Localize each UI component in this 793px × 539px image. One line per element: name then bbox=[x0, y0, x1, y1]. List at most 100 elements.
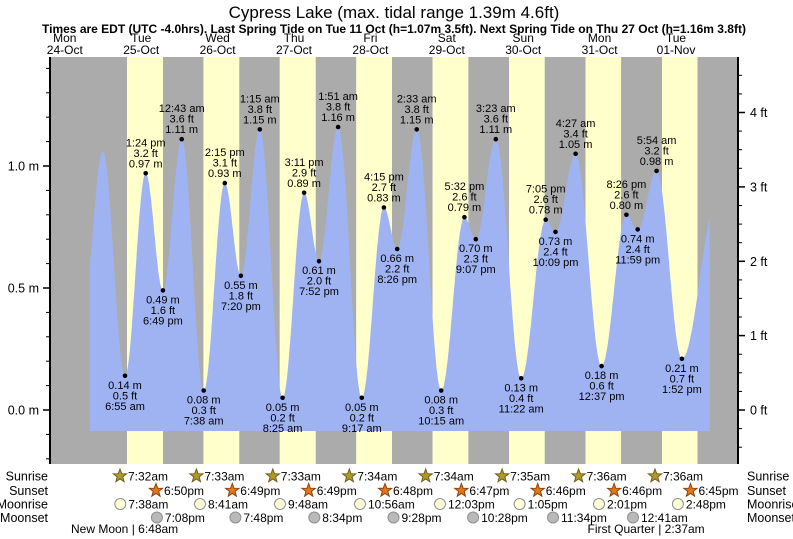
tide-low-dot bbox=[635, 227, 640, 232]
tide-low-dot bbox=[238, 273, 244, 279]
page-title: Cypress Lake (max. tidal range 1.39m 4.6… bbox=[229, 3, 560, 22]
sunset-time: 6:49pm bbox=[240, 484, 280, 498]
moonset-time: 12:41am bbox=[641, 511, 688, 525]
tide-label-line: 3.1 ft bbox=[213, 158, 237, 170]
tide-low-label: 0.70 m 2.3 ft 9:07 pm bbox=[456, 243, 496, 276]
tide-label-line: 2.6 ft bbox=[533, 194, 557, 206]
tide-label-line: 1.15 m bbox=[243, 114, 277, 126]
tide-label-line: 3:11 pm bbox=[285, 157, 324, 169]
tide-label-line: 8:26 pm bbox=[607, 179, 647, 191]
tide-label-line: 12:43 am bbox=[159, 103, 205, 115]
moonset-time: 7:48pm bbox=[243, 511, 283, 525]
sunset-time: 6:46pm bbox=[546, 484, 586, 498]
tide-label-line: 3.4 ft bbox=[563, 128, 587, 140]
tide-low-label: 0.14 m 0.5 ft 6:55 am bbox=[105, 380, 145, 413]
right-axis-label: 0 ft bbox=[750, 404, 768, 418]
tide-label-line: 3.8 ft bbox=[326, 102, 350, 114]
tide-label-line: 2.3 ft bbox=[464, 254, 488, 266]
sunset-row-label-right: Sunset bbox=[747, 484, 786, 498]
tide-label-line: 0.79 m bbox=[448, 202, 482, 214]
tide-label-line: 7:05 pm bbox=[526, 184, 566, 196]
sunrise-time: 7:36am bbox=[587, 470, 627, 484]
moon-phase-label: First Quarter | 2:37am bbox=[588, 522, 705, 536]
tide-low-label: 0.05 m 0.2 ft 9:17 am bbox=[342, 402, 382, 435]
moonrise-time: 1:05pm bbox=[528, 498, 568, 512]
tide-label-line: 2.6 ft bbox=[452, 192, 476, 204]
tide-label-line: 12:37 pm bbox=[579, 391, 625, 403]
tide-label-line: 1.11 m bbox=[165, 124, 198, 136]
sunrise-star-icon bbox=[494, 467, 511, 483]
tide-label-line: 11:59 pm bbox=[615, 254, 660, 266]
moonrise-moon-icon bbox=[194, 498, 206, 510]
sunset-star-icon bbox=[147, 482, 164, 498]
tide-high-label: 2:15 pm 3.1 ft 0.93 m bbox=[205, 147, 245, 180]
astro-rows: Sunrise Sunrise 7:32am 7:33am 7:33am 7:34am 7:… bbox=[0, 467, 793, 536]
left-axis-label: 0.5 m bbox=[8, 282, 39, 296]
moonrise-moon-icon bbox=[513, 498, 526, 510]
tide-high-dot bbox=[179, 136, 184, 142]
day-date-label: 26-Oct bbox=[200, 43, 237, 57]
moonrise-time: 10:56am bbox=[368, 498, 415, 512]
tide-low-dot bbox=[394, 246, 400, 252]
moonset-moon-icon bbox=[467, 511, 480, 524]
day-date-label: 28-Oct bbox=[352, 43, 389, 57]
tide-high-label: 1:51 am 3.8 ft 1.16 m bbox=[318, 91, 358, 124]
tide-label-line: 1.11 m bbox=[479, 124, 512, 136]
moonrise-moon-icon bbox=[434, 498, 446, 510]
tide-low-dot bbox=[316, 258, 322, 264]
tide-label-line: 0.08 m bbox=[187, 395, 221, 407]
tide-low-label: 0.13 m 0.4 ft 11:22 am bbox=[499, 382, 544, 415]
moonset-moon-icon bbox=[229, 511, 242, 524]
moonset-time: 7:08pm bbox=[165, 511, 205, 525]
tide-label-line: 2.0 ft bbox=[307, 276, 331, 288]
tide-label-line: 0.74 m bbox=[621, 233, 655, 245]
tide-low-label: 0.08 m 0.3 ft 10:15 am bbox=[418, 395, 464, 428]
tide-label-line: 1:51 am bbox=[318, 91, 358, 103]
tide-label-line: 2.9 ft bbox=[292, 167, 316, 179]
tide-high-label: 4:27 am 3.4 ft 1.05 m bbox=[556, 118, 596, 151]
day-date-label: 25-Oct bbox=[123, 43, 160, 57]
tide-low-label: 0.61 m 2.0 ft 7:52 pm bbox=[299, 265, 339, 298]
tide-label-line: 0.70 m bbox=[459, 243, 493, 255]
sunrise-star-icon bbox=[646, 467, 664, 483]
sunset-star-icon bbox=[224, 482, 241, 498]
tide-label-line: 9:17 am bbox=[342, 423, 382, 435]
tide-low-label: 0.18 m 0.6 ft 12:37 pm bbox=[579, 370, 625, 403]
tide-label-line: 2.4 ft bbox=[543, 246, 567, 258]
sunset-time: 6:46pm bbox=[622, 484, 662, 498]
moonset-moon-icon bbox=[308, 511, 321, 524]
sunset-time: 6:47pm bbox=[469, 484, 509, 498]
tide-label-line: 2.4 ft bbox=[625, 244, 649, 256]
tide-low-label: 0.21 m 0.7 ft 1:52 pm bbox=[662, 363, 702, 396]
left-axis-label: 0.0 m bbox=[8, 404, 39, 418]
tide-label-line: 6:49 pm bbox=[143, 315, 183, 327]
moonset-row-label-left: Moonset bbox=[0, 511, 48, 525]
subtitle: Times are EDT (UTC -4.0hrs). Last Spring… bbox=[42, 22, 746, 36]
tide-label-line: 0.08 m bbox=[424, 395, 458, 407]
tide-label-line: 0.73 m bbox=[539, 236, 573, 248]
day-date-label: 27-Oct bbox=[276, 43, 313, 57]
day-date-label: 30-Oct bbox=[505, 43, 542, 57]
tide-label-line: 1.16 m bbox=[321, 112, 355, 124]
day-of-week-label: Mon bbox=[53, 31, 76, 45]
moonrise-row-label-right: Moonrise bbox=[747, 498, 793, 512]
moonrise-time: 7:38am bbox=[128, 498, 168, 512]
moonrise-time: 12:03pm bbox=[448, 498, 495, 512]
right-axis-label: 2 ft bbox=[750, 255, 768, 269]
moonrise-moon-icon bbox=[114, 498, 127, 510]
tide-high-dot bbox=[624, 212, 629, 218]
tide-label-line: 3:23 am bbox=[476, 103, 516, 115]
moonrise-row-label-left: Moonrise bbox=[0, 498, 48, 512]
axes: 0.0 m 0.5 m 1.0 m 0 ft 1 ft 2 ft 3 ft 4 ft bbox=[8, 57, 768, 464]
tide-high-dot bbox=[493, 136, 499, 142]
tide-low-label: 0.73 m 2.4 ft 10:09 pm bbox=[533, 236, 579, 269]
tide-label-line: 0.05 m bbox=[345, 402, 379, 414]
tide-label-line: 3.2 ft bbox=[133, 148, 157, 160]
moonset-time: 10:28pm bbox=[481, 511, 528, 525]
tide-label-line: 1.05 m bbox=[559, 139, 593, 151]
tide-label-line: 7:52 pm bbox=[299, 286, 339, 298]
tide-label-line: 4:15 pm bbox=[364, 172, 404, 184]
tide-high-label: 8:26 pm 2.6 ft 0.80 m bbox=[607, 179, 647, 212]
tide-low-dot bbox=[438, 388, 444, 393]
